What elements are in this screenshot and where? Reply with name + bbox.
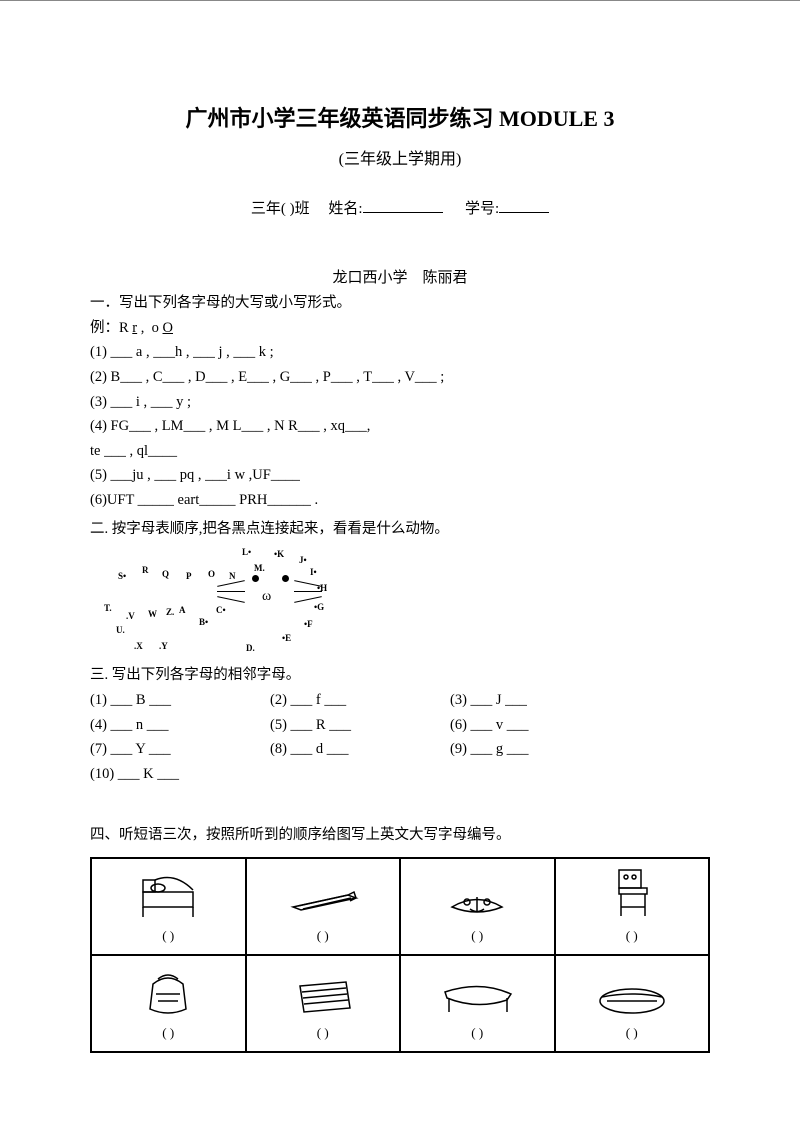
dot-B: B•	[199, 615, 208, 630]
cell-bag: ( )	[91, 955, 246, 1052]
dot-W: W	[148, 607, 157, 622]
notebook-icon	[288, 974, 358, 1019]
cat-mouth: ω	[262, 585, 271, 609]
pencilcase-icon	[592, 979, 672, 1019]
bed-icon	[133, 872, 203, 922]
answer-paren[interactable]: ( )	[317, 928, 329, 943]
class-prefix: 三年(	[251, 201, 286, 217]
section-4-heading: 四、听短语三次，按照所听到的顺序给图写上英文大写字母编号。	[90, 823, 710, 848]
number-label: 学号:	[465, 201, 499, 217]
subtitle: (三年级上学期用)	[90, 145, 710, 169]
dot-P: P	[186, 569, 192, 584]
q3-item: (1) ___ B ___	[90, 688, 270, 713]
answer-paren[interactable]: ( )	[471, 1025, 483, 1040]
name-label: 姓名:	[328, 201, 362, 217]
book-icon	[442, 877, 512, 922]
cell-book: ( )	[400, 858, 555, 955]
teacher-name: 陈丽君	[423, 270, 468, 286]
q1-item-6: (6)UFT _____ eart_____ PRH______ .	[90, 488, 710, 513]
dot-G: •G	[314, 600, 324, 615]
section-1-example: 例：R r , o O	[90, 316, 710, 341]
desk-icon	[437, 974, 517, 1019]
cell-pencilcase: ( )	[555, 955, 710, 1052]
section-3: 三. 写出下列各字母的相邻字母。 (1) ___ B ___(2) ___ f …	[90, 663, 710, 786]
example-label: 例：	[90, 320, 119, 336]
section-3-heading: 三. 写出下列各字母的相邻字母。	[90, 663, 710, 688]
class-suffix: )班	[290, 201, 310, 217]
dot-J: J•	[299, 553, 307, 568]
dot-D: D.	[246, 641, 255, 656]
q3-item: (4) ___ n ___	[90, 713, 270, 738]
dot-I: I•	[310, 565, 317, 580]
answer-paren[interactable]: ( )	[471, 928, 483, 943]
section-2-heading: 二. 按字母表顺序,把各黑点连接起来，看看是什么动物。	[90, 517, 710, 542]
name-blank[interactable]	[363, 198, 443, 213]
cell-desk: ( )	[400, 955, 555, 1052]
cell-notebook: ( )	[246, 955, 401, 1052]
q1-item-1: (1) ___ a , ___h , ___ j , ___ k ;	[90, 340, 710, 365]
dot-R: R	[142, 563, 149, 578]
dot-F: •F	[304, 617, 313, 632]
dot-K: •K	[274, 547, 284, 562]
q3-item: (7) ___ Y ___	[90, 737, 270, 762]
q3-container: (1) ___ B ___(2) ___ f ___(3) ___ J ___(…	[90, 688, 710, 787]
whisker	[217, 597, 245, 604]
q1-item-3: (3) ___ i , ___ y ;	[90, 390, 710, 415]
dot-T: T.	[104, 601, 112, 616]
whisker	[217, 591, 245, 592]
dot-C: C•	[216, 603, 226, 618]
q1-item-5: (5) ___ju , ___ pq , ___i w ,UF____	[90, 463, 710, 488]
dot-L: L•	[242, 545, 251, 560]
cell-pencil: ( )	[246, 858, 401, 955]
q3-item: (3) ___ J ___	[450, 688, 630, 713]
dot-H: •H	[317, 581, 327, 596]
answer-paren[interactable]: ( )	[162, 928, 174, 943]
q3-item: (2) ___ f ___	[270, 688, 450, 713]
dot-V: .V	[126, 609, 135, 624]
dot-M: M.	[254, 561, 265, 576]
dot-U: U.	[116, 623, 125, 638]
cat-eye-right	[282, 575, 289, 582]
page-title: 广州市小学三年级英语同步练习 MODULE 3	[90, 101, 710, 133]
dot-Z: Z.	[166, 605, 174, 620]
example-text: R r , o O	[119, 320, 173, 336]
answer-paren[interactable]: ( )	[626, 1025, 638, 1040]
q3-item: (10) ___ K ___	[90, 762, 270, 787]
school-line: 龙口西小学 陈丽君	[90, 266, 710, 287]
dot-N: N	[229, 569, 236, 584]
image-table: ( ) ( ) ( ) ( )	[90, 857, 710, 1053]
q3-item: (9) ___ g ___	[450, 737, 630, 762]
number-blank[interactable]	[499, 198, 549, 213]
section-1: 一．写出下列各字母的大写或小写形式。 例：R r , o O (1) ___ a…	[90, 291, 710, 513]
answer-paren[interactable]: ( )	[317, 1025, 329, 1040]
answer-paren[interactable]: ( )	[626, 928, 638, 943]
dot-Q: Q	[162, 567, 169, 582]
q3-item: (5) ___ R ___	[270, 713, 450, 738]
dot-X: .X	[134, 639, 143, 654]
cell-bed: ( )	[91, 858, 246, 955]
q3-item: (6) ___ v ___	[450, 713, 630, 738]
q1-item-2: (2) B___ , C___ , D___ , E___ , G___ , P…	[90, 365, 710, 390]
dot-S: S•	[118, 569, 126, 584]
school-name: 龙口西小学	[332, 270, 407, 286]
q3-item: (8) ___ d ___	[270, 737, 450, 762]
section-4: 四、听短语三次，按照所听到的顺序给图写上英文大写字母编号。 ( ) ( ) ( …	[90, 823, 710, 1054]
section-2: 二. 按字母表顺序,把各黑点连接起来，看看是什么动物。 ω L• •K J• I…	[90, 517, 710, 656]
pencil-icon	[283, 877, 363, 922]
chair-icon	[604, 867, 659, 922]
cell-chair: ( )	[555, 858, 710, 955]
q1-item-4b: te ___ , ql____	[90, 439, 710, 464]
section-1-heading: 一．写出下列各字母的大写或小写形式。	[90, 291, 710, 316]
answer-paren[interactable]: ( )	[162, 1025, 174, 1040]
dot-E: •E	[282, 631, 291, 646]
q1-item-4: (4) FG___ , LM___ , M L___ , N R___ , xq…	[90, 414, 710, 439]
dot-A: A	[179, 603, 186, 618]
bag-icon	[138, 969, 198, 1019]
dot-Y: .Y	[159, 639, 168, 654]
connect-dots-cat: ω L• •K J• I• •H •G •F •E D. C• B• A M. …	[104, 545, 364, 655]
dot-O: O	[208, 567, 215, 582]
student-info-line: 三年( )班 姓名: 学号:	[90, 197, 710, 218]
